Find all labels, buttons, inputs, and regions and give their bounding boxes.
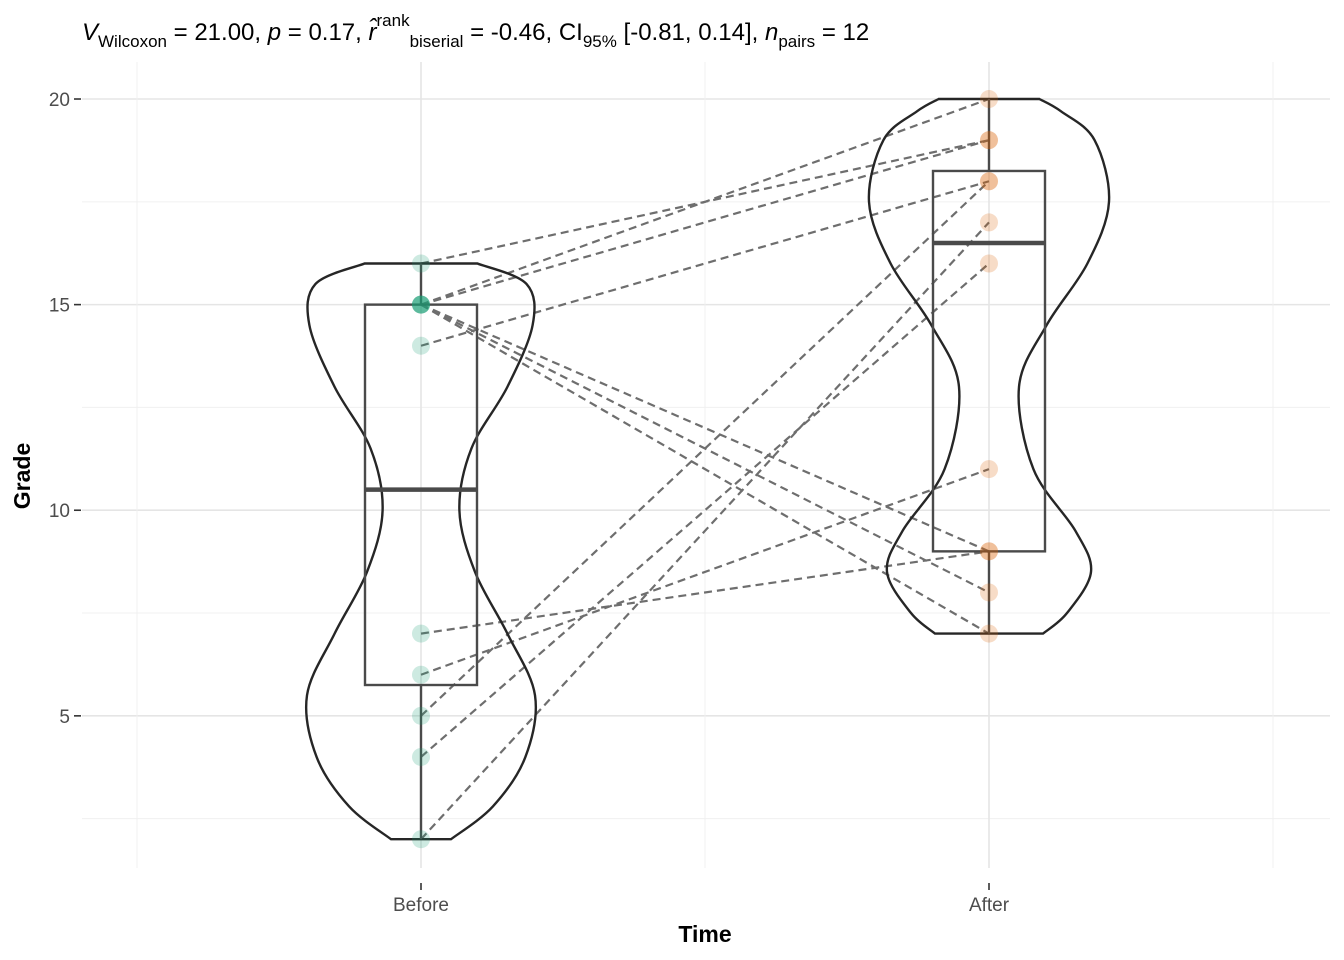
point-after <box>980 254 998 273</box>
x-tick-label-after: After <box>969 895 1010 916</box>
x-tick-label-before: Before <box>393 895 449 916</box>
subtitle-segment: Wilcoxon <box>98 32 167 51</box>
point-after <box>980 542 998 561</box>
pair-line <box>420 221 990 840</box>
point-after <box>980 172 998 191</box>
pair-line <box>420 303 990 635</box>
grid-lines <box>82 62 1330 868</box>
y-tick-label: 20 <box>49 90 70 111</box>
box-before <box>363 303 479 687</box>
point-after <box>980 131 998 150</box>
pair-line <box>420 468 990 676</box>
point-before <box>412 295 430 314</box>
point-before <box>412 706 430 725</box>
pair-line <box>420 262 990 758</box>
pair-line <box>420 180 990 347</box>
violin-before <box>305 262 537 841</box>
box-after <box>931 169 1047 553</box>
point-before <box>412 336 430 355</box>
y-tick-label: 10 <box>49 501 70 522</box>
y-tick-label: 5 <box>59 707 70 728</box>
point-before <box>412 624 430 643</box>
pair-line <box>420 550 990 635</box>
subtitle-segment: = 12 <box>815 19 869 46</box>
point-before <box>412 747 430 766</box>
violin-after <box>867 97 1111 635</box>
point-before <box>412 295 430 314</box>
subtitle-segment: r̂ <box>369 18 378 46</box>
subtitle-segment: n <box>765 19 778 46</box>
point-after <box>980 172 998 191</box>
boxplots <box>363 99 1047 840</box>
point-before <box>412 254 430 273</box>
point-after <box>980 624 998 643</box>
y-axis-title: Grade <box>9 443 35 509</box>
subtitle-segment: [-0.81, 0.14], <box>617 19 765 46</box>
pair-line <box>420 97 990 306</box>
point-before <box>412 295 430 314</box>
point-before <box>412 295 430 314</box>
y-axis: 5 10 15 20 <box>49 90 81 728</box>
point-after <box>980 131 998 150</box>
point-before <box>412 665 430 684</box>
subtitle-segment: pairs <box>778 32 815 51</box>
subtitle-segment: p <box>267 19 281 46</box>
subtitle-segment: rank <box>377 11 411 30</box>
chart-subtitle: VWilcoxon = 21.00, p = 0.17, r̂rank biser… <box>82 11 869 51</box>
subtitle-segment: biserial <box>410 32 464 51</box>
x-axis-title: Time <box>678 921 731 947</box>
violins <box>305 97 1111 841</box>
subtitle-segment: = -0.46, CI <box>463 19 582 46</box>
subtitle-segment: = 0.17, <box>281 19 368 46</box>
x-axis: Before After <box>393 883 1010 916</box>
point-before <box>412 830 430 849</box>
point-after <box>980 542 998 561</box>
point-after <box>980 460 998 479</box>
subtitle-segment: V <box>82 19 100 46</box>
point-after <box>980 583 998 602</box>
data-points <box>412 90 998 849</box>
point-before <box>412 295 430 314</box>
point-after <box>980 213 998 232</box>
point-after <box>980 90 998 109</box>
subtitle-segment: = 21.00, <box>167 19 268 46</box>
subtitle-segment: 95% <box>583 32 617 51</box>
y-tick-label: 15 <box>49 296 70 317</box>
